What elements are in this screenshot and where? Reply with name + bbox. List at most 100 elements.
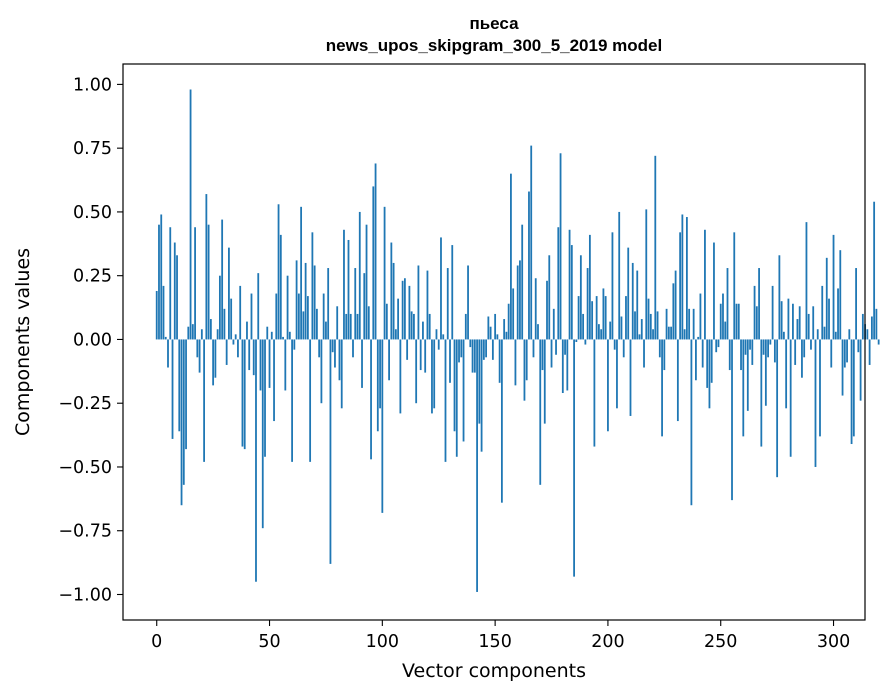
bar-0 <box>155 290 158 340</box>
bar-223 <box>658 339 661 358</box>
bar-155 <box>505 331 508 340</box>
bar-156 <box>507 303 510 340</box>
bar-81 <box>338 339 341 381</box>
bar-161 <box>519 260 521 340</box>
bar-188 <box>579 255 582 340</box>
bar-209 <box>627 247 630 340</box>
bar-265 <box>753 285 756 340</box>
bar-270 <box>764 339 767 406</box>
bar-284 <box>796 319 799 340</box>
bar-22 <box>205 194 208 340</box>
bar-179 <box>559 153 562 340</box>
bar-68 <box>309 339 312 462</box>
bar-282 <box>792 303 794 340</box>
bar-131 <box>451 245 454 340</box>
bar-154 <box>503 319 506 340</box>
bar-261 <box>744 339 747 355</box>
bar-275 <box>776 339 779 478</box>
bar-47 <box>261 339 264 529</box>
bar-271 <box>767 339 769 358</box>
x-tick-label: 0 <box>151 632 162 652</box>
bar-276 <box>778 255 781 340</box>
bar-305 <box>843 339 846 368</box>
bar-128 <box>444 339 447 462</box>
x-axis-label: Vector components <box>402 660 586 682</box>
bar-37 <box>239 285 242 340</box>
bar-172 <box>543 339 546 424</box>
bar-182 <box>566 339 569 391</box>
bar-198 <box>602 288 605 340</box>
bar-249 <box>717 339 720 348</box>
bar-55 <box>279 234 282 340</box>
bar-135 <box>460 339 463 358</box>
bar-174 <box>548 255 551 340</box>
bar-259 <box>740 339 742 371</box>
bar-263 <box>749 339 751 350</box>
bar-237 <box>690 339 693 506</box>
bar-247 <box>713 242 715 340</box>
x-tick-label: 250 <box>704 632 737 652</box>
x-tick-label: 150 <box>478 632 511 652</box>
bar-80 <box>336 306 339 340</box>
plot-frame <box>122 63 866 621</box>
bar-303 <box>839 250 842 340</box>
bar-185 <box>573 339 575 577</box>
bar-187 <box>577 296 580 340</box>
bar-241 <box>699 293 702 340</box>
bar-195 <box>595 296 598 340</box>
bar-299 <box>830 339 833 368</box>
bar-254 <box>728 339 731 371</box>
bar-137 <box>464 313 467 340</box>
bar-134 <box>458 339 460 363</box>
bar-267 <box>758 268 760 340</box>
y-tick-label: 0.00 <box>73 330 112 350</box>
bar-216 <box>643 339 645 368</box>
bar-48 <box>264 339 266 457</box>
bar-236 <box>688 308 691 340</box>
bar-32 <box>228 247 230 340</box>
bar-72 <box>318 339 321 358</box>
y-tick-label: −0.50 <box>58 458 112 478</box>
bar-59 <box>288 331 291 340</box>
bar-41 <box>248 339 251 371</box>
bar-76 <box>327 268 330 340</box>
bar-219 <box>649 313 652 340</box>
bar-121 <box>428 313 431 340</box>
bar-197 <box>600 329 603 340</box>
bar-38 <box>241 339 244 447</box>
bar-51 <box>270 331 273 340</box>
bar-258 <box>737 303 740 340</box>
bar-287 <box>803 339 806 358</box>
bar-149 <box>491 339 494 360</box>
bar-122 <box>431 339 433 414</box>
bar-166 <box>530 145 533 340</box>
bar-311 <box>857 339 860 353</box>
bar-120 <box>426 270 429 340</box>
bar-165 <box>528 191 530 340</box>
bar-35 <box>234 334 237 340</box>
bar-152 <box>498 339 501 383</box>
bar-117 <box>419 339 422 371</box>
bar-222 <box>656 311 659 340</box>
bar-229 <box>672 283 675 340</box>
bar-150 <box>494 313 497 340</box>
bar-164 <box>525 339 528 381</box>
bar-268 <box>760 339 763 447</box>
bar-116 <box>417 265 420 340</box>
bar-24 <box>209 319 212 340</box>
y-tick-label: 0.25 <box>73 267 112 287</box>
bar-199 <box>604 296 607 340</box>
bar-221 <box>654 155 657 340</box>
bar-5 <box>167 339 169 368</box>
bar-297 <box>825 257 828 340</box>
bar-111 <box>406 339 409 360</box>
bar-43 <box>252 339 255 376</box>
bar-207 <box>622 339 625 358</box>
bar-280 <box>787 298 790 340</box>
bar-211 <box>631 262 634 340</box>
bar-266 <box>755 306 758 340</box>
bar-289 <box>807 313 810 340</box>
bar-313 <box>861 313 864 340</box>
x-tick-label: 200 <box>591 632 624 652</box>
bar-318 <box>873 201 876 340</box>
